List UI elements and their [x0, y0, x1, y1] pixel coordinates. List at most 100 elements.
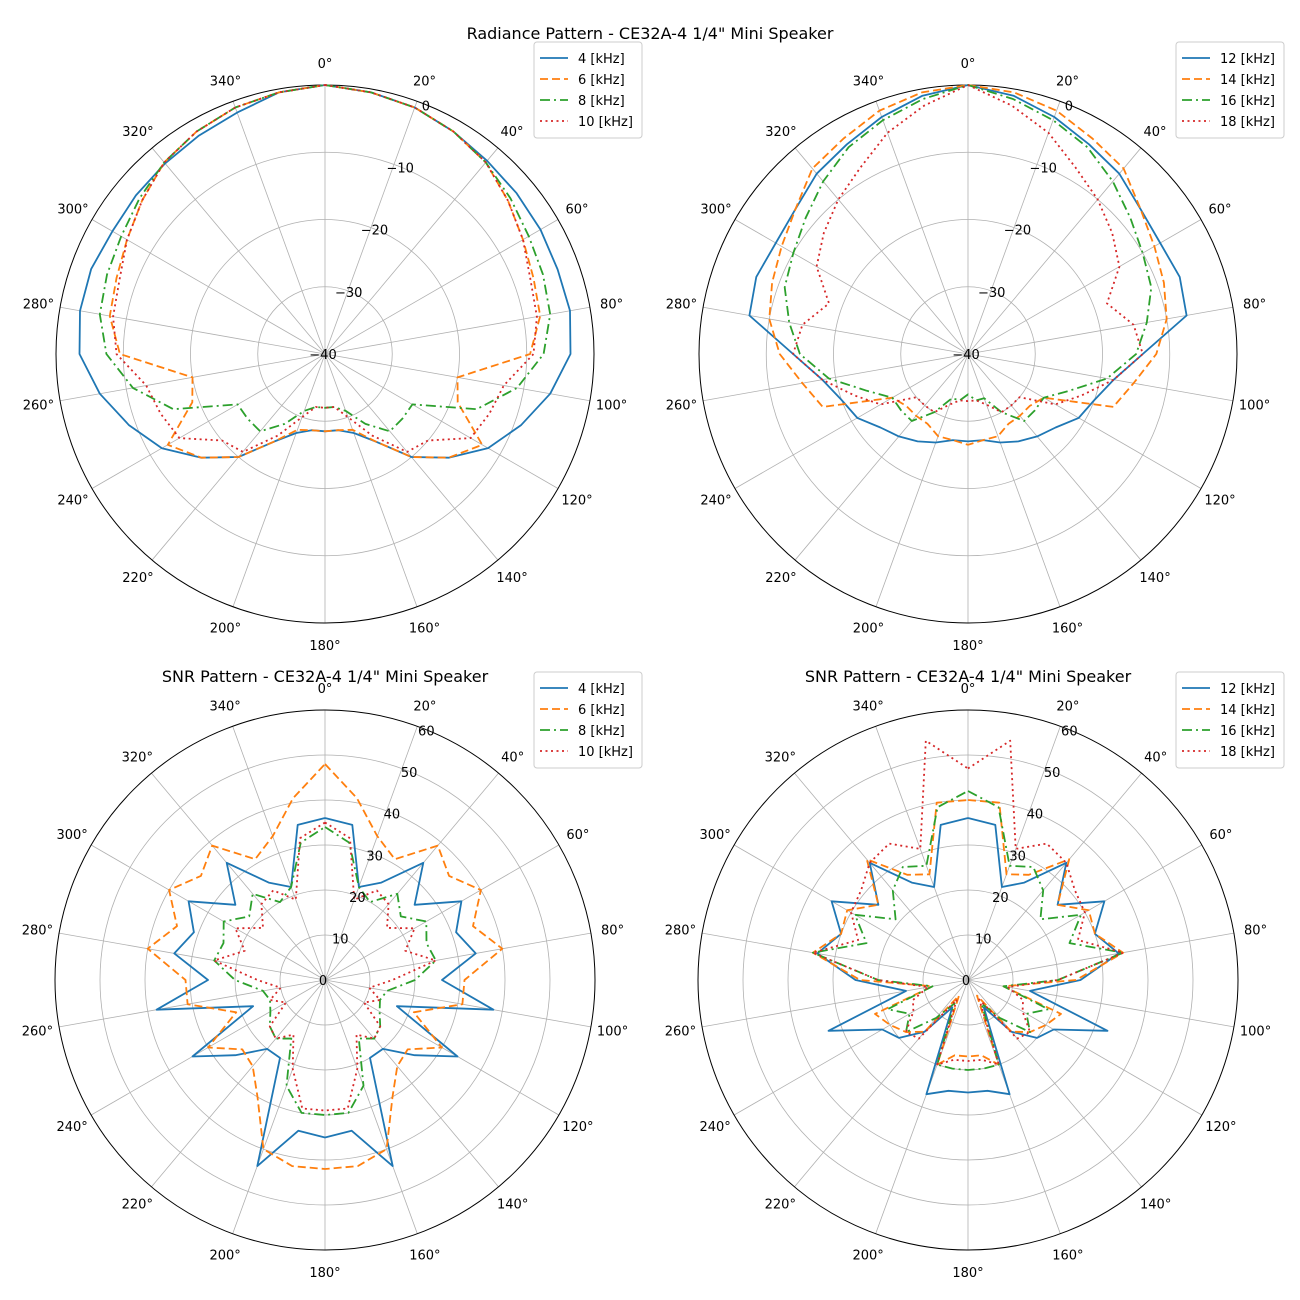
r-tick-label: 0 — [422, 99, 430, 114]
theta-tick-label: 160° — [1052, 621, 1083, 636]
theta-tick-label: 340° — [853, 75, 884, 90]
r-tick-label: −10 — [1029, 162, 1056, 177]
theta-tick-label: 320° — [765, 125, 796, 140]
polar-panels: 0−10−20−30−400°20°40°60°80°100°120°140°1… — [22, 41, 1285, 1281]
theta-tick-label: 220° — [765, 571, 796, 586]
theta-tick-label: 120° — [1204, 494, 1235, 509]
legend-label: 10 [kHz] — [578, 115, 633, 130]
radial-grid-circle — [189, 844, 461, 1116]
legend-label: 8 [kHz] — [578, 94, 625, 109]
theta-tick-label: 300° — [699, 828, 730, 843]
r-tick-label: 20 — [992, 891, 1009, 906]
r-tick-label: 40 — [1027, 808, 1044, 823]
legend: 4 [kHz] 6 [kHz] 8 [kHz] 10 [kHz] — [533, 41, 643, 139]
theta-tick-label: 140° — [496, 571, 527, 586]
theta-tick-label: 20° — [413, 700, 436, 715]
theta-tick-label: 100° — [1239, 399, 1270, 414]
series-line-6khz — [108, 84, 542, 459]
theta-tick-label: 20° — [1056, 75, 1079, 90]
legend-label: 4 [kHz] — [578, 682, 625, 697]
figure-title-radiance: Radiance Pattern - CE32A-4 1/4" Mini Spe… — [467, 24, 834, 43]
theta-tick-label: 160° — [409, 621, 440, 636]
legend-label: 14 [kHz] — [1220, 703, 1275, 718]
polar-chart-top-right: 0 −10 −20 −30 −40 0° 20° 40° 60° 80° 100° 120° 140° 1… — [666, 41, 1285, 654]
series-line-4khz — [155, 817, 495, 1167]
theta-tick-label: 60° — [1209, 828, 1232, 843]
polar-chart-bottom-right: 0 10 20 30 40 50 60 0° 20° 40° 60° 80° 100° 120° 140° 1… — [665, 671, 1285, 1281]
radial-grid-circle — [99, 754, 551, 1206]
theta-tick-label: 180° — [952, 1266, 983, 1281]
theta-tick-label: 80° — [1244, 923, 1267, 938]
theta-tick-label: 220° — [122, 1198, 153, 1213]
radial-grid-circle — [922, 934, 1014, 1026]
legend-label: 18 [kHz] — [1220, 115, 1275, 130]
theta-tick-label: 300° — [57, 203, 88, 218]
legend-label: 12 [kHz] — [1220, 52, 1275, 67]
theta-tick-label: 240° — [56, 1120, 87, 1135]
theta-tick-label: 100° — [596, 399, 627, 414]
theta-tick-label: 220° — [765, 1198, 796, 1213]
legend: 4 [kHz] 6 [kHz] 8 [kHz] 10 [kHz] — [533, 671, 643, 769]
theta-tick-label: 340° — [852, 700, 883, 715]
theta-tick-label: 20° — [413, 75, 436, 90]
theta-tick-label: 280° — [665, 923, 696, 938]
series-line-18khz — [812, 739, 1124, 1066]
theta-tick-label: 80° — [1243, 297, 1266, 312]
r-tick-label: −10 — [386, 162, 413, 177]
theta-tick-label: 80° — [600, 297, 623, 312]
polar-spine — [697, 709, 1239, 1251]
theta-tick-label: 200° — [852, 1248, 883, 1263]
theta-tick-label: 280° — [23, 297, 54, 312]
theta-tick-label: 260° — [665, 1025, 696, 1040]
series-line-14khz — [812, 799, 1124, 1066]
series-line-14khz — [768, 84, 1168, 446]
legend-label: 14 [kHz] — [1220, 73, 1275, 88]
theta-tick-label: 140° — [1139, 571, 1170, 586]
theta-tick-label: 180° — [309, 1266, 340, 1281]
theta-tick-label: 20° — [1056, 700, 1079, 715]
theta-tick-label: 240° — [57, 494, 88, 509]
theta-tick-label: 300° — [700, 203, 731, 218]
legend-frame — [533, 41, 643, 139]
r-tick-label: 10 — [332, 932, 349, 947]
polar-chart-top-left: 0 −10 −20 −30 −40 0° 20° 40° 60° 80° 100° 120° 140° 1… — [23, 41, 643, 654]
legend: 12 [kHz] 14 [kHz] 16 [kHz] 18 [kHz] — [1175, 41, 1285, 139]
theta-tick-label: 180° — [309, 639, 340, 654]
radial-grid-circle — [742, 754, 1194, 1206]
radial-grid-circle — [765, 151, 1171, 557]
series-line-12khz — [748, 84, 1188, 444]
r-tick-label: 40 — [384, 808, 401, 823]
r-tick-label: 60 — [1061, 725, 1078, 740]
theta-tick-label: 280° — [666, 297, 697, 312]
theta-tick-label: 100° — [1240, 1025, 1271, 1040]
radial-grid-circle — [279, 934, 371, 1026]
r-tick-label: −20 — [361, 224, 388, 239]
series-line-6khz — [146, 763, 504, 1170]
theta-tick-label: 340° — [209, 700, 240, 715]
legend-label: 8 [kHz] — [578, 724, 625, 739]
r-tick-label: 60 — [418, 725, 435, 740]
series-line-12khz — [816, 817, 1120, 1096]
theta-tick-label: 0° — [318, 682, 333, 697]
r-tick-label: 20 — [349, 891, 366, 906]
theta-tick-label: 240° — [700, 494, 731, 509]
r-tick-label: 30 — [366, 849, 383, 864]
theta-tick-label: 320° — [122, 125, 153, 140]
theta-tick-label: 320° — [122, 750, 153, 765]
r-tick-label: −30 — [335, 286, 362, 301]
theta-tick-label: 200° — [210, 621, 241, 636]
polar-chart-bottom-left: 0 10 20 30 40 50 60 0° 20° 40° 60° 80° 100° 120° 140° 1… — [22, 671, 643, 1281]
r-tick-label: −20 — [1004, 224, 1031, 239]
theta-tick-label: 180° — [952, 639, 983, 654]
r-tick-label: 0 — [962, 974, 970, 989]
theta-tick-label: 0° — [961, 57, 976, 72]
theta-tick-label: 120° — [1205, 1120, 1236, 1135]
theta-tick-label: 200° — [853, 621, 884, 636]
series-line-16khz — [783, 84, 1153, 422]
theta-tick-label: 0° — [318, 57, 333, 72]
legend-label: 6 [kHz] — [578, 703, 625, 718]
theta-tick-label: 280° — [22, 923, 53, 938]
radial-grid-circle — [833, 219, 1103, 489]
series-line-18khz — [792, 84, 1144, 414]
